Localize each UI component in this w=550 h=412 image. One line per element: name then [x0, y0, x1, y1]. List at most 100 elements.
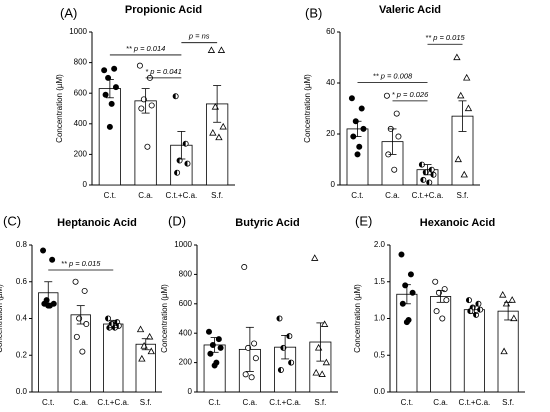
error-bar [245, 326, 254, 372]
y-tick-label: 0.0 [374, 387, 386, 396]
error-bar [210, 337, 219, 353]
data-point [403, 319, 410, 326]
point-half [280, 345, 284, 351]
error-bar [105, 79, 114, 99]
point-half [114, 319, 118, 325]
significance-label: * p = 0.041 [145, 67, 182, 76]
data-point [205, 328, 212, 335]
chart-title: Butyric Acid [235, 217, 299, 229]
data-point [463, 73, 471, 81]
y-tick-label: 0.6 [16, 277, 28, 286]
point-half [419, 162, 422, 168]
data-point [73, 333, 80, 340]
x-tick-label: C.a. [385, 191, 400, 200]
y-tick-label: 0.8 [16, 240, 28, 249]
error-bar [436, 290, 445, 303]
data-point [147, 347, 155, 355]
y-axis-label: Concentration (µM) [55, 74, 64, 143]
error-bar [316, 322, 325, 362]
data-point [454, 155, 462, 163]
y-tick-label: 800 [179, 270, 193, 279]
error-bar [504, 301, 513, 321]
x-tick-label: S.f. [314, 398, 326, 407]
bar [396, 293, 418, 393]
y-tick-label: 0.0 [16, 387, 28, 396]
data-point [209, 128, 217, 136]
data-point [144, 143, 151, 150]
point-half [420, 177, 424, 183]
x-tick-label: C.t.+C.a. [412, 191, 444, 200]
x-tick-label: C.t.+C.a. [97, 398, 129, 407]
data-point [40, 247, 47, 254]
data-point [209, 341, 216, 348]
data-point [145, 332, 154, 340]
x-tick-label: S.f. [211, 191, 223, 200]
data-point [140, 96, 147, 103]
data-point [241, 264, 248, 271]
x-tick-label: C.t.+C.a. [165, 191, 197, 200]
data-point [360, 125, 367, 132]
data-point [288, 359, 295, 366]
point-half [430, 172, 434, 178]
y-axis-label: Concentration (µM) [160, 284, 169, 353]
y-tick-label: 800 [74, 58, 88, 67]
point-half [278, 367, 281, 373]
point-half [429, 167, 432, 173]
error-bar [423, 164, 432, 176]
x-tick-label: S.f. [456, 191, 468, 200]
y-tick-label: 400 [179, 328, 193, 337]
y-tick-label: 0.2 [16, 350, 28, 359]
x-tick-label: C.t. [42, 398, 54, 407]
data-point [398, 251, 405, 258]
data-point [393, 110, 400, 117]
point-half [467, 308, 471, 314]
significance-label: ** p = 0.008 [373, 71, 413, 80]
data-point [280, 344, 287, 351]
point-half [286, 333, 290, 339]
error-bar [76, 305, 85, 325]
x-tick-label: C.a. [73, 398, 88, 407]
data-point [102, 91, 109, 98]
y-tick-label: 0 [188, 387, 193, 396]
y-tick-label: 600 [74, 88, 88, 97]
point-half [183, 141, 186, 147]
data-point [409, 289, 416, 296]
significance-label: ** p = 0.015 [61, 259, 101, 268]
error-bar [470, 305, 479, 314]
data-point [428, 166, 435, 173]
data-point [391, 166, 398, 173]
significance-label: ** p = 0.015 [425, 33, 465, 42]
data-point [101, 67, 108, 74]
bar [103, 323, 124, 393]
error-bar [141, 338, 150, 351]
data-point [72, 278, 79, 285]
data-point [252, 355, 259, 362]
error-bar [213, 85, 222, 123]
data-point [136, 62, 143, 69]
data-point [477, 306, 484, 313]
y-axis-label: Concentration (µM) [353, 284, 362, 353]
chart-title: Heptanoic Acid [57, 217, 137, 229]
data-point [467, 308, 474, 315]
x-tick-label: C.a. [433, 398, 448, 407]
point-half [288, 360, 292, 366]
y-tick-label: 200 [74, 150, 88, 159]
point-half [477, 307, 481, 313]
data-point [354, 151, 361, 158]
y-tick-label: 0 [83, 180, 88, 189]
bar [430, 296, 452, 393]
data-point [383, 92, 390, 99]
y-tick-label: 60 [326, 27, 335, 36]
data-point [502, 299, 511, 307]
point-half [276, 315, 280, 322]
y-tick-label: 1.0 [374, 314, 386, 323]
data-point [457, 91, 465, 99]
data-point [182, 140, 189, 147]
x-tick-label: C.t. [351, 191, 363, 200]
x-tick-label: S.f. [140, 398, 152, 407]
data-point [430, 171, 437, 178]
data-point [418, 161, 425, 168]
data-point [348, 95, 355, 102]
error-bar [458, 100, 467, 132]
